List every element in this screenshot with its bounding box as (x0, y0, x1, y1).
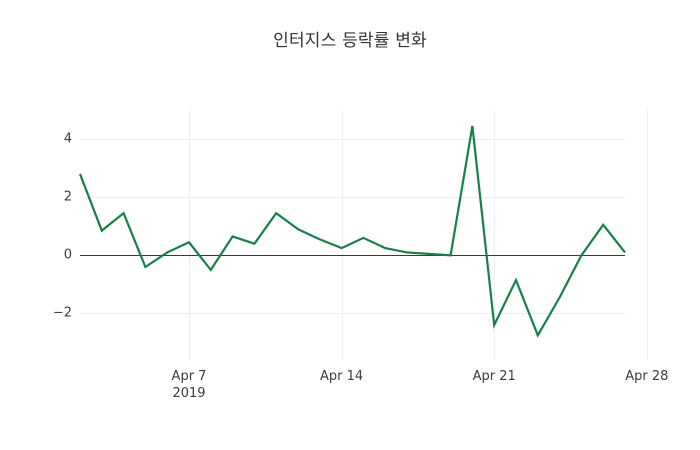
gridline-horizontal (80, 313, 625, 315)
x-axis: Apr 7 2019 Apr 14 Apr 21 Apr 28 (80, 368, 669, 418)
y-tick-label: −2 (52, 305, 72, 321)
x-tick-label: Apr 14 (320, 369, 364, 384)
plot-area (78, 110, 648, 360)
y-tick-label: 0 (63, 247, 72, 263)
gridline-horizontal (80, 197, 625, 199)
gridline-vertical (341, 110, 343, 360)
y-tick-label: 2 (63, 189, 72, 205)
chart-title: 인터지스 등락률 변화 (273, 31, 427, 51)
zero-baseline (80, 255, 625, 257)
line-series (78, 125, 626, 338)
y-axis: 4 2 0 −2 (22, 110, 72, 360)
series-polyline (78, 125, 626, 338)
x-tick-label: Apr 7 2019 (171, 369, 207, 401)
x-tick-label: Apr 28 (625, 369, 669, 384)
gridline-horizontal (80, 139, 625, 141)
y-tick-label: 4 (63, 131, 72, 147)
gridline-vertical (494, 110, 496, 360)
gridline-vertical (189, 110, 190, 360)
x-tick-label: Apr 21 (472, 369, 516, 384)
gridline-vertical (646, 110, 648, 360)
